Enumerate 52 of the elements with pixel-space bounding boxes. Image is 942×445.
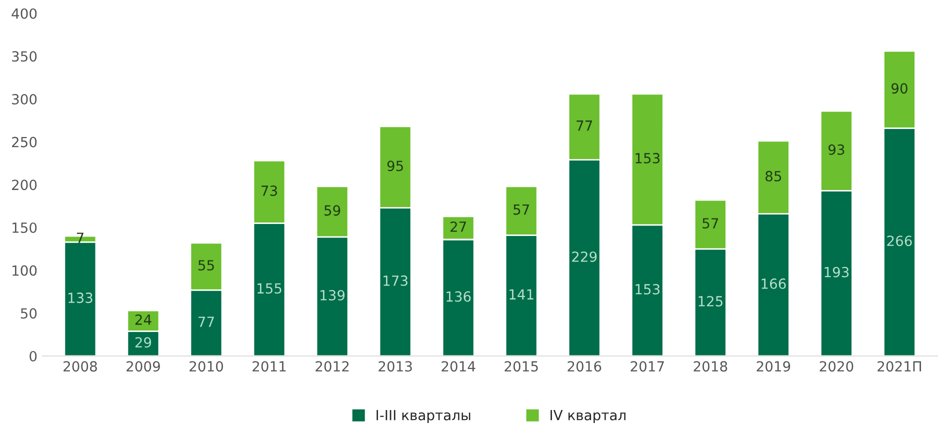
x-tick-label: 2014 (442, 361, 476, 372)
data-label: 193 (824, 266, 849, 278)
data-label: 153 (636, 152, 660, 164)
x-tick-label: 2010 (190, 361, 223, 372)
y-tick-label: 300 (12, 94, 37, 104)
data-label: 166 (762, 278, 786, 289)
data-label: 133 (68, 292, 92, 304)
data-label: 57 (702, 218, 718, 229)
y-tick-label: 350 (12, 51, 37, 62)
data-label: 90 (892, 83, 908, 94)
x-tick-label: 2019 (756, 361, 790, 372)
y-tick-label: 0 (30, 350, 37, 362)
x-tick-label: 2020 (820, 361, 854, 372)
data-label: 229 (572, 251, 597, 262)
data-label: 24 (135, 314, 152, 325)
data-label: 57 (514, 204, 529, 215)
data-label: 173 (384, 275, 408, 286)
x-tick-label: 2018 (694, 361, 728, 372)
data-label: 136 (446, 291, 471, 302)
data-label: 153 (636, 284, 660, 294)
x-tick-label: 2015 (504, 361, 538, 372)
x-tick-label: 2011 (252, 361, 286, 372)
y-tick-label: 100 (12, 265, 37, 276)
data-label: 155 (258, 283, 282, 294)
data-label: 77 (576, 120, 592, 131)
data-label: 29 (135, 337, 152, 348)
data-label: 59 (324, 205, 340, 216)
data-label: 139 (320, 290, 345, 300)
data-label: 27 (450, 221, 466, 232)
legend-label: IV квартал (550, 410, 626, 424)
data-label: 95 (387, 160, 403, 172)
x-tick-label: 2008 (64, 361, 97, 372)
data-label: 77 (198, 316, 214, 327)
data-label: 266 (887, 236, 912, 246)
x-tick-label: 2021П (878, 361, 922, 372)
data-label: 55 (198, 260, 214, 271)
data-label: 93 (828, 144, 844, 155)
y-tick-label: 250 (12, 136, 37, 148)
x-tick-label: 2013 (378, 361, 412, 372)
x-tick-label: 2017 (630, 361, 664, 372)
x-tick-label: 2016 (568, 361, 602, 372)
legend-label: I-III кварталы (376, 410, 470, 424)
y-tick-label: 400 (12, 8, 37, 19)
data-label: 85 (766, 170, 782, 182)
data-label: 125 (698, 296, 722, 306)
y-tick-label: 150 (12, 222, 37, 233)
x-tick-label: 2009 (126, 361, 160, 372)
x-tick-label: 2012 (316, 361, 349, 372)
data-label: 73 (262, 185, 277, 196)
data-label: 141 (510, 289, 534, 300)
y-tick-label: 50 (20, 308, 37, 319)
y-tick-label: 200 (12, 180, 37, 190)
